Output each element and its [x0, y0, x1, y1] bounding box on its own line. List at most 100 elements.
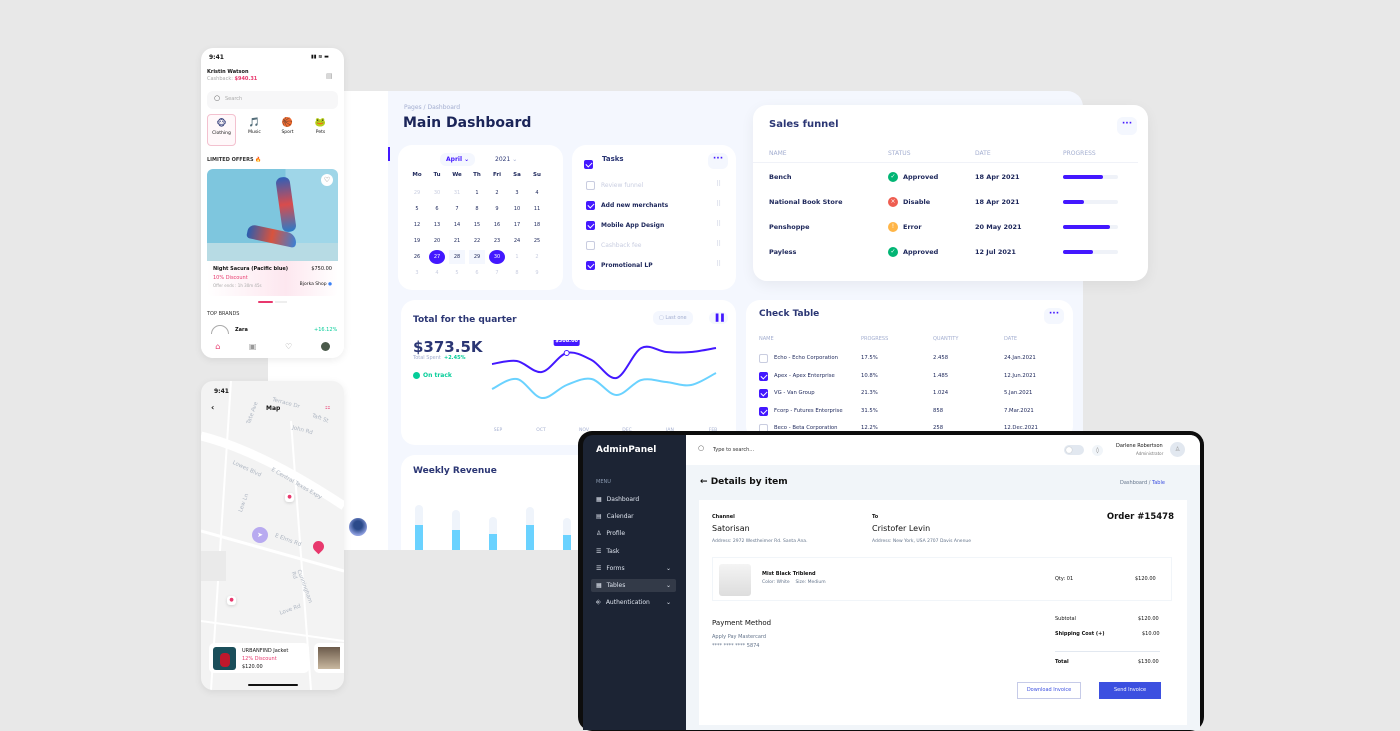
calendar-day[interactable]: 1 — [475, 190, 479, 196]
avatar[interactable] — [349, 518, 367, 536]
calendar-day[interactable]: 11 — [533, 206, 541, 212]
calendar-day[interactable]: 3 — [515, 190, 519, 196]
bar[interactable] — [452, 530, 460, 550]
calendar-day[interactable]: 22 — [473, 238, 481, 244]
calendar-day[interactable]: 7 — [455, 206, 459, 212]
check-table-menu-button[interactable]: ··· — [1044, 308, 1064, 324]
download-invoice-button[interactable]: Download Invoice — [1017, 682, 1081, 699]
bell-icon[interactable]: ◊ — [1092, 445, 1103, 456]
filter-icon[interactable]: ⚏ — [325, 404, 331, 411]
menu-item-task[interactable]: ☰ Task — [591, 545, 676, 558]
heart-icon[interactable]: ♡ — [285, 341, 293, 351]
calendar-day[interactable]: 31 — [453, 190, 461, 196]
heart-icon[interactable]: ♡ — [321, 174, 333, 186]
row-checkbox[interactable] — [759, 371, 768, 381]
menu-item-authentication[interactable]: ⎆ Authentication ⌄ — [591, 596, 676, 609]
menu-item-tables[interactable]: ▦ Tables ⌄ — [591, 579, 676, 592]
calendar-day[interactable]: 2 — [495, 190, 499, 196]
calendar-day[interactable]: 18 — [533, 222, 541, 228]
bar-chart-icon[interactable]: ▐▐ — [709, 312, 728, 324]
bar[interactable] — [526, 525, 534, 550]
calendar-day[interactable]: 5 — [455, 270, 459, 276]
home-icon[interactable]: ⌂ — [215, 341, 221, 351]
location-arrow-icon[interactable]: ➤ — [252, 527, 268, 543]
calendar-day[interactable]: 19 — [413, 238, 421, 244]
tasks-menu-button[interactable]: ··· — [708, 153, 728, 169]
map-view[interactable] — [201, 381, 344, 690]
menu-item-forms[interactable]: ☰ Forms ⌄ — [591, 562, 676, 575]
calendar-day[interactable]: 16 — [493, 222, 501, 228]
dark-mode-toggle[interactable] — [1064, 445, 1084, 455]
menu-item-calendar[interactable]: ▤ Calendar — [591, 510, 676, 523]
task-checkbox[interactable] — [586, 261, 595, 270]
menu-item-profile[interactable]: ♙ Profile — [591, 527, 676, 540]
breadcrumb-dashboard[interactable]: Dashboard — [1120, 480, 1148, 486]
task-checkbox[interactable] — [586, 241, 595, 250]
row-checkbox[interactable] — [759, 406, 768, 416]
back-arrow-icon[interactable]: ← — [700, 477, 711, 487]
category-pets[interactable]: 🐸 Pets — [306, 114, 335, 146]
calendar-day[interactable]: 20 — [433, 238, 441, 244]
calendar-day[interactable]: 27 — [429, 250, 445, 264]
calendar-day[interactable]: 29 — [413, 190, 421, 196]
calendar-day[interactable]: 23 — [493, 238, 501, 244]
calendar-day[interactable]: 17 — [513, 222, 521, 228]
drag-handle-icon[interactable]: ⠿ — [716, 260, 722, 268]
calendar-day[interactable]: 14 — [453, 222, 461, 228]
calendar-day[interactable]: 7 — [495, 270, 499, 276]
drag-handle-icon[interactable]: ⠿ — [716, 200, 722, 208]
calendar-day[interactable]: 4 — [535, 190, 539, 196]
user-avatar[interactable]: ♙ — [1170, 442, 1185, 457]
calendar-day[interactable]: 21 — [453, 238, 461, 244]
drag-handle-icon[interactable]: ⠿ — [716, 240, 722, 248]
admin-search-input[interactable]: Type to search... — [713, 447, 755, 453]
calendar-day[interactable]: 25 — [533, 238, 541, 244]
back-button[interactable]: ‹ — [211, 403, 215, 412]
calendar-day[interactable]: 5 — [415, 206, 419, 212]
calendar-day[interactable]: 9 — [495, 206, 499, 212]
calendar-day[interactable]: 29 — [469, 250, 485, 264]
search-input[interactable]: ○ Search — [207, 91, 338, 109]
calendar-day[interactable]: 28 — [449, 250, 465, 264]
category-music[interactable]: 🎵 Music — [240, 114, 269, 146]
calendar-day[interactable]: 13 — [433, 222, 441, 228]
category-sport[interactable]: 🏀 Sport — [273, 114, 302, 146]
row-checkbox[interactable] — [759, 389, 768, 398]
bar[interactable] — [415, 525, 423, 550]
product-card[interactable] — [314, 643, 344, 673]
calendar-day[interactable]: 30 — [433, 190, 441, 196]
sales-funnel-menu-button[interactable]: ··· — [1117, 117, 1137, 135]
drag-handle-icon[interactable]: ⠿ — [716, 180, 722, 188]
calendar-day[interactable]: 4 — [435, 270, 439, 276]
send-invoice-button[interactable]: Send Invoice — [1099, 682, 1161, 699]
row-checkbox[interactable] — [759, 354, 768, 363]
calendar-day[interactable]: 30 — [489, 250, 505, 264]
date-filter[interactable]: ▢ Last one — [653, 311, 693, 325]
profile-avatar[interactable] — [320, 341, 330, 351]
tasks-all-checkbox[interactable] — [584, 160, 593, 169]
menu-item-dashboard[interactable]: ▦ Dashboard — [591, 493, 676, 506]
calendar-day[interactable]: 6 — [475, 270, 479, 276]
calendar-day[interactable]: 24 — [513, 238, 521, 244]
calendar-day[interactable]: 10 — [513, 206, 521, 212]
map-marker-icon[interactable]: ● — [285, 493, 294, 502]
calendar-day[interactable]: 15 — [473, 222, 481, 228]
calendar-day[interactable]: 8 — [515, 270, 519, 276]
breadcrumb[interactable]: Pages / Dashboard — [404, 104, 461, 111]
year-select[interactable]: 2021 ⌄ — [495, 156, 518, 163]
calendar-day[interactable]: 6 — [435, 206, 439, 212]
product-card[interactable]: URBANFIND Jacket 12% Discount $120.00 — [209, 643, 309, 673]
month-select[interactable]: April ⌄ — [440, 153, 476, 166]
calendar-day[interactable]: 9 — [535, 270, 539, 276]
calendar-day[interactable]: 8 — [475, 206, 479, 212]
scan-icon[interactable]: ▤ — [326, 72, 333, 80]
task-checkbox[interactable] — [586, 181, 595, 190]
map-marker-icon[interactable]: ● — [227, 596, 236, 605]
task-checkbox[interactable] — [586, 201, 595, 210]
task-checkbox[interactable] — [586, 221, 595, 230]
category-clothing[interactable]: 🐵 Clothing — [207, 114, 236, 146]
calendar-day[interactable]: 1 — [515, 254, 519, 260]
data-point[interactable] — [563, 350, 570, 356]
calendar-day[interactable]: 3 — [415, 270, 419, 276]
bar[interactable] — [489, 534, 497, 550]
